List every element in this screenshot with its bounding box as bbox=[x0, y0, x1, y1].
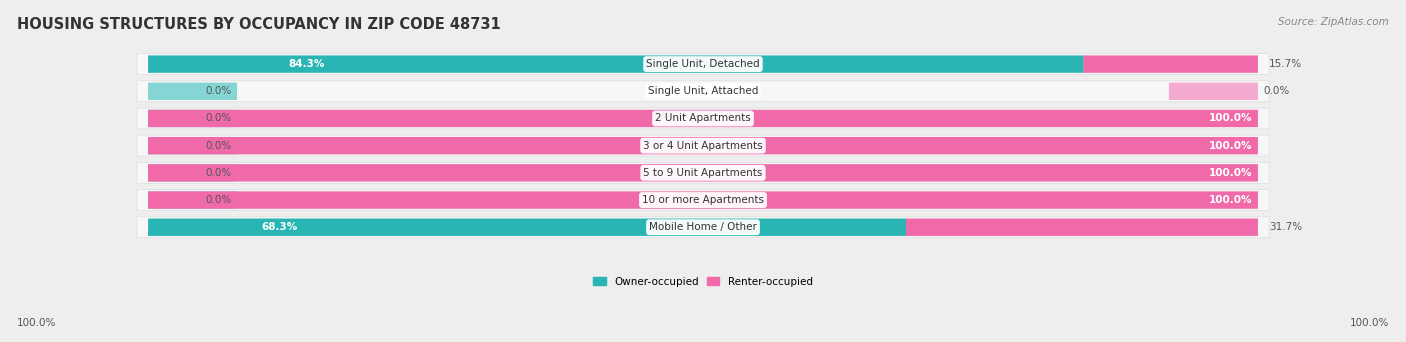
FancyBboxPatch shape bbox=[148, 164, 238, 182]
FancyBboxPatch shape bbox=[1168, 83, 1258, 100]
Text: 10 or more Apartments: 10 or more Apartments bbox=[643, 195, 763, 205]
FancyBboxPatch shape bbox=[136, 217, 1270, 238]
FancyBboxPatch shape bbox=[148, 137, 1258, 154]
Text: 100.0%: 100.0% bbox=[1209, 114, 1253, 123]
Text: 84.3%: 84.3% bbox=[288, 59, 325, 69]
Text: 2 Unit Apartments: 2 Unit Apartments bbox=[655, 114, 751, 123]
Text: 5 to 9 Unit Apartments: 5 to 9 Unit Apartments bbox=[644, 168, 762, 178]
FancyBboxPatch shape bbox=[905, 219, 1258, 236]
Legend: Owner-occupied, Renter-occupied: Owner-occupied, Renter-occupied bbox=[589, 273, 817, 291]
FancyBboxPatch shape bbox=[136, 162, 1270, 183]
Text: 100.0%: 100.0% bbox=[1209, 168, 1253, 178]
FancyBboxPatch shape bbox=[136, 189, 1270, 211]
Text: HOUSING STRUCTURES BY OCCUPANCY IN ZIP CODE 48731: HOUSING STRUCTURES BY OCCUPANCY IN ZIP C… bbox=[17, 17, 501, 32]
FancyBboxPatch shape bbox=[148, 191, 238, 209]
Text: 100.0%: 100.0% bbox=[1350, 318, 1389, 328]
FancyBboxPatch shape bbox=[148, 219, 907, 236]
FancyBboxPatch shape bbox=[1084, 55, 1258, 73]
Text: 31.7%: 31.7% bbox=[1270, 222, 1302, 232]
Text: Single Unit, Detached: Single Unit, Detached bbox=[647, 59, 759, 69]
Text: 100.0%: 100.0% bbox=[17, 318, 56, 328]
Text: Single Unit, Attached: Single Unit, Attached bbox=[648, 86, 758, 96]
Text: 0.0%: 0.0% bbox=[205, 141, 232, 151]
Text: 0.0%: 0.0% bbox=[205, 114, 232, 123]
FancyBboxPatch shape bbox=[136, 54, 1270, 75]
Text: 0.0%: 0.0% bbox=[205, 168, 232, 178]
FancyBboxPatch shape bbox=[148, 83, 238, 100]
FancyBboxPatch shape bbox=[148, 55, 1084, 73]
Text: 0.0%: 0.0% bbox=[205, 195, 232, 205]
FancyBboxPatch shape bbox=[148, 164, 1258, 182]
Text: 68.3%: 68.3% bbox=[262, 222, 298, 232]
Text: 100.0%: 100.0% bbox=[1209, 195, 1253, 205]
FancyBboxPatch shape bbox=[148, 110, 238, 127]
FancyBboxPatch shape bbox=[136, 135, 1270, 156]
Text: 15.7%: 15.7% bbox=[1270, 59, 1302, 69]
Text: Source: ZipAtlas.com: Source: ZipAtlas.com bbox=[1278, 17, 1389, 27]
FancyBboxPatch shape bbox=[148, 137, 238, 154]
FancyBboxPatch shape bbox=[148, 191, 1258, 209]
Text: 0.0%: 0.0% bbox=[205, 86, 232, 96]
FancyBboxPatch shape bbox=[136, 108, 1270, 129]
Text: Mobile Home / Other: Mobile Home / Other bbox=[650, 222, 756, 232]
Text: 0.0%: 0.0% bbox=[1264, 86, 1289, 96]
FancyBboxPatch shape bbox=[148, 110, 1258, 127]
FancyBboxPatch shape bbox=[136, 81, 1270, 102]
Text: 3 or 4 Unit Apartments: 3 or 4 Unit Apartments bbox=[643, 141, 763, 151]
Text: 100.0%: 100.0% bbox=[1209, 141, 1253, 151]
